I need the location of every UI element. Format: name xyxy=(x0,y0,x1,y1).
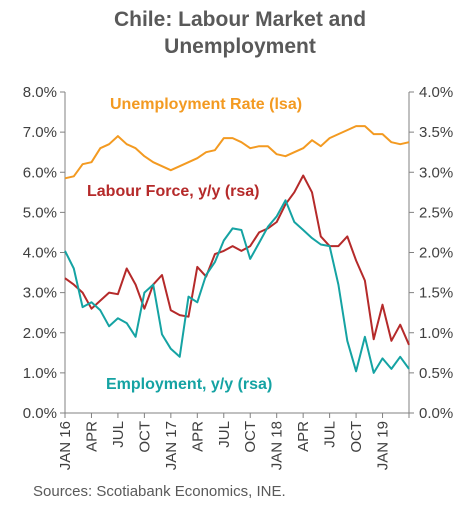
right-axis-tick-label: 1.5% xyxy=(419,285,453,302)
series-line-2 xyxy=(64,199,410,374)
right-axis-tick-label: 1.0% xyxy=(419,325,453,342)
left-axis-tick-label: 1.0% xyxy=(23,365,57,382)
right-axis-tick-label: 2.5% xyxy=(419,204,453,221)
series-line-0 xyxy=(64,125,410,180)
x-axis-tick-label: JAN 18 xyxy=(269,421,286,470)
right-axis-tick-label: 0.0% xyxy=(419,405,453,422)
x-axis-tick-label: OCT xyxy=(242,421,259,453)
chart-title-line-1: Chile: Labour Market and xyxy=(113,8,367,31)
right-axis-tick-label: 0.5% xyxy=(419,365,453,382)
left-axis-tick-label: 5.0% xyxy=(23,204,57,221)
left-axis-tick-label: 3.0% xyxy=(23,285,57,302)
x-axis-tick-label: JAN 17 xyxy=(163,421,180,470)
x-axis-tick-label: JUL xyxy=(216,421,233,448)
right-axis-tick-label: 3.0% xyxy=(419,164,453,181)
source-note: Sources: Scotiabank Economics, INE. xyxy=(33,483,286,500)
right-axis-tick-label: 4.0% xyxy=(419,84,453,101)
x-axis-tick-label: JUL xyxy=(322,421,339,448)
series-label-2: Employment, y/y (rsa) xyxy=(106,376,272,393)
x-axis-tick-label: APR xyxy=(189,421,206,452)
x-axis-tick-label: OCT xyxy=(348,421,365,453)
left-axis-tick-label: 8.0% xyxy=(23,84,57,101)
x-axis-tick-label: JUL xyxy=(110,421,127,448)
x-axis-tick-label: OCT xyxy=(136,421,153,453)
x-axis-tick-label: APR xyxy=(83,421,100,452)
left-axis-tick-label: 7.0% xyxy=(23,124,57,141)
right-axis-tick-label: 3.5% xyxy=(419,124,453,141)
series-label-1: Labour Force, y/y (rsa) xyxy=(87,183,260,200)
x-axis-tick-label: APR xyxy=(295,421,312,452)
series-line-1 xyxy=(64,174,410,346)
left-axis-tick-label: 2.0% xyxy=(23,325,57,342)
chart-title-line-2: Unemployment xyxy=(164,35,316,58)
left-axis-tick-label: 4.0% xyxy=(23,245,57,262)
left-axis-tick-label: 6.0% xyxy=(23,164,57,181)
left-axis-tick-label: 0.0% xyxy=(23,405,57,422)
x-axis-tick-label: JAN 19 xyxy=(375,421,392,470)
x-axis-tick-label: JAN 16 xyxy=(57,421,74,470)
right-axis-tick-label: 2.0% xyxy=(419,245,453,262)
series-label-0: Unemployment Rate (lsa) xyxy=(110,96,302,113)
chart-title: Chile: Labour Market and Unemployment xyxy=(60,6,420,60)
